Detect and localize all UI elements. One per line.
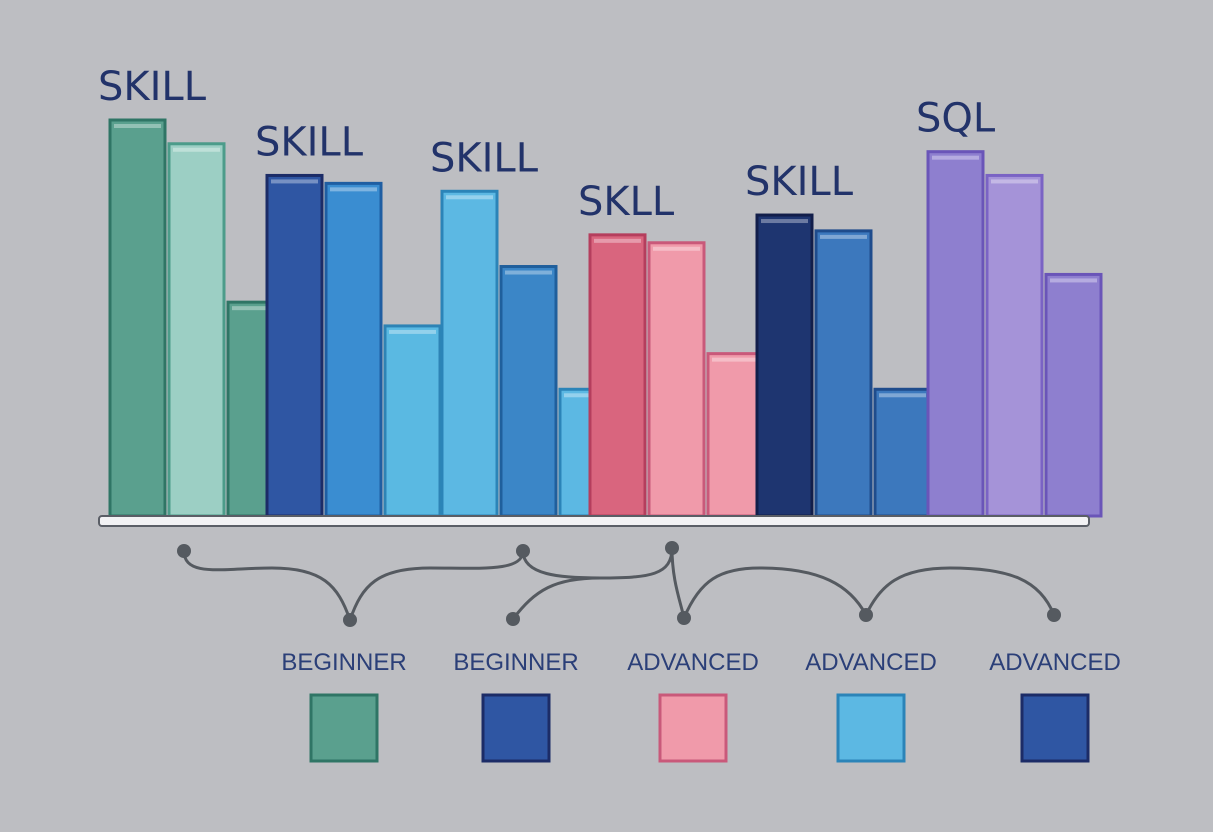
bar [873, 387, 932, 518]
x-axis-baseline [98, 515, 1090, 527]
bar [926, 150, 985, 518]
legend-label: ADVANCED [805, 649, 937, 676]
bar-highlight [820, 234, 867, 239]
bar-highlight [330, 187, 377, 192]
connector-node [506, 612, 520, 626]
bar-highlight [1050, 278, 1097, 283]
legend-swatch [658, 693, 728, 763]
connector-layer [177, 541, 1061, 627]
connector-line [182, 550, 525, 625]
bar-highlight [761, 219, 808, 224]
bar [985, 173, 1044, 518]
connector-node [1047, 608, 1061, 622]
bar [1044, 272, 1103, 518]
bar [324, 181, 383, 518]
bar [588, 233, 647, 518]
bar-highlight [232, 306, 279, 311]
legend-item-5: ADVANCED [989, 649, 1121, 763]
bar-group-1 [108, 118, 285, 518]
connector-node [516, 544, 530, 558]
bar [499, 265, 558, 518]
bar-group-5 [755, 213, 932, 518]
legend-swatch [1020, 693, 1090, 763]
bar-group-4 [588, 233, 765, 518]
legend-item-3: ADVANCED [627, 649, 759, 763]
legend: BEGINNER BEGINNER ADVANCED ADVANCED ADVANCED [281, 649, 1121, 763]
legend-label: ADVANCED [627, 649, 759, 676]
group-label: SKILL [745, 159, 854, 205]
legend-label: BEGINNER [453, 649, 578, 676]
bar-highlight [879, 393, 926, 398]
bar [167, 142, 226, 518]
bar [265, 173, 324, 518]
legend-swatch [481, 693, 551, 763]
bar [383, 324, 442, 518]
group-label: SKILL [98, 64, 207, 110]
legend-item-2: BEGINNER [453, 649, 579, 763]
bar-highlight [114, 124, 161, 128]
bar-highlight [653, 246, 700, 251]
bar-highlight [505, 270, 552, 275]
bar [108, 118, 167, 518]
bar [440, 189, 499, 518]
bar [814, 229, 873, 518]
bar [647, 241, 706, 518]
legend-swatch [836, 693, 906, 763]
bar-highlight [271, 179, 318, 184]
group-label: SKLL [578, 179, 675, 225]
legend-item-1: BEGINNER [281, 649, 407, 763]
bar-highlight [932, 155, 979, 160]
bar-highlight [389, 329, 436, 334]
group-label: SKILL [430, 135, 539, 181]
bar [755, 213, 814, 518]
connector-node [343, 613, 357, 627]
group-label: SKILL [255, 119, 364, 165]
legend-label: ADVANCED [989, 649, 1121, 676]
connector-line [511, 547, 1056, 623]
bar-group-3 [440, 189, 617, 518]
group-label: SQL [916, 96, 996, 142]
bar-highlight [991, 179, 1038, 184]
legend-label: BEGINNER [281, 649, 406, 676]
legend-item-4: ADVANCED [805, 649, 937, 763]
connector-node [677, 611, 691, 625]
bar [706, 352, 765, 518]
bar-group-6 [926, 150, 1103, 518]
bar-group-2 [265, 173, 442, 518]
bar-highlight [173, 147, 220, 152]
bar-highlight [594, 238, 641, 243]
connector-node [177, 544, 191, 558]
connector-node [859, 608, 873, 622]
bar-highlight [712, 357, 759, 362]
bar-highlight [564, 393, 611, 398]
legend-swatch [309, 693, 379, 763]
connector-node [665, 541, 679, 555]
bar-highlight [446, 195, 493, 200]
group-labels-layer: SKILL SKILL SKILL SKLL SKILL SQL [98, 64, 996, 225]
